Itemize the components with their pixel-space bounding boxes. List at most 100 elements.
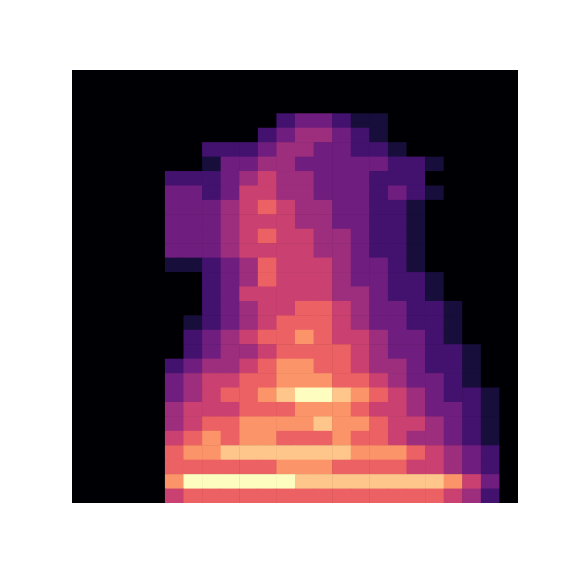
cell <box>388 287 407 302</box>
cell <box>332 344 351 359</box>
cell <box>146 113 165 128</box>
cell <box>91 460 110 475</box>
cell <box>388 301 407 316</box>
cell <box>109 214 128 229</box>
cell <box>184 460 203 475</box>
cell <box>72 460 91 475</box>
cell <box>332 113 351 128</box>
cell <box>146 84 165 99</box>
cell <box>332 330 351 345</box>
cell <box>184 416 203 431</box>
cell <box>109 157 128 172</box>
cell <box>91 301 110 316</box>
cell <box>165 301 184 316</box>
cell <box>72 113 91 128</box>
cell <box>221 287 240 302</box>
cell <box>184 229 203 244</box>
cell <box>351 287 370 302</box>
cell <box>91 388 110 403</box>
cell <box>462 185 481 200</box>
cell <box>202 460 221 475</box>
cell <box>351 243 370 258</box>
cell <box>369 171 388 186</box>
cell <box>165 416 184 431</box>
cell <box>276 402 295 417</box>
cell <box>407 128 426 143</box>
cell <box>499 142 518 157</box>
cell <box>444 489 463 503</box>
cell <box>407 142 426 157</box>
cell <box>499 344 518 359</box>
cell <box>221 359 240 374</box>
cell <box>165 229 184 244</box>
cell <box>276 431 295 446</box>
cell <box>165 171 184 186</box>
cell <box>258 185 277 200</box>
cell <box>221 489 240 503</box>
cell <box>369 157 388 172</box>
cell <box>91 200 110 215</box>
cell <box>444 258 463 273</box>
cell <box>146 416 165 431</box>
cell <box>128 315 147 330</box>
cell <box>351 99 370 114</box>
cell <box>369 185 388 200</box>
cell <box>407 474 426 489</box>
cell <box>481 229 500 244</box>
cell <box>314 171 333 186</box>
cell <box>314 128 333 143</box>
cell <box>295 388 314 403</box>
cell <box>425 416 444 431</box>
cell <box>351 301 370 316</box>
cell <box>128 128 147 143</box>
cell <box>481 157 500 172</box>
cell <box>444 474 463 489</box>
cell <box>444 416 463 431</box>
cell <box>295 99 314 114</box>
cell <box>369 229 388 244</box>
cell <box>462 99 481 114</box>
cell <box>184 344 203 359</box>
cell <box>444 171 463 186</box>
cell <box>128 388 147 403</box>
cell <box>146 330 165 345</box>
cell <box>276 229 295 244</box>
cell <box>184 489 203 503</box>
cell <box>276 99 295 114</box>
cell <box>221 185 240 200</box>
cell <box>165 359 184 374</box>
cell <box>369 489 388 503</box>
cell <box>109 229 128 244</box>
cell <box>128 359 147 374</box>
cell <box>221 142 240 157</box>
cell <box>109 373 128 388</box>
cell <box>314 142 333 157</box>
cell <box>332 185 351 200</box>
cell <box>109 315 128 330</box>
cell <box>314 315 333 330</box>
cell <box>109 171 128 186</box>
cell <box>388 113 407 128</box>
cell <box>499 315 518 330</box>
cell <box>184 99 203 114</box>
cell <box>202 128 221 143</box>
cell <box>109 301 128 316</box>
cell <box>276 489 295 503</box>
cell <box>202 157 221 172</box>
cell <box>146 402 165 417</box>
cell <box>239 431 258 446</box>
cell <box>444 200 463 215</box>
cell <box>239 460 258 475</box>
cell <box>276 445 295 460</box>
cell <box>444 445 463 460</box>
cell <box>258 301 277 316</box>
cell <box>91 229 110 244</box>
cell <box>314 229 333 244</box>
cell <box>388 243 407 258</box>
cell <box>258 431 277 446</box>
cell <box>239 344 258 359</box>
cell <box>146 128 165 143</box>
cell <box>481 70 500 85</box>
cell <box>165 84 184 99</box>
cell <box>184 185 203 200</box>
